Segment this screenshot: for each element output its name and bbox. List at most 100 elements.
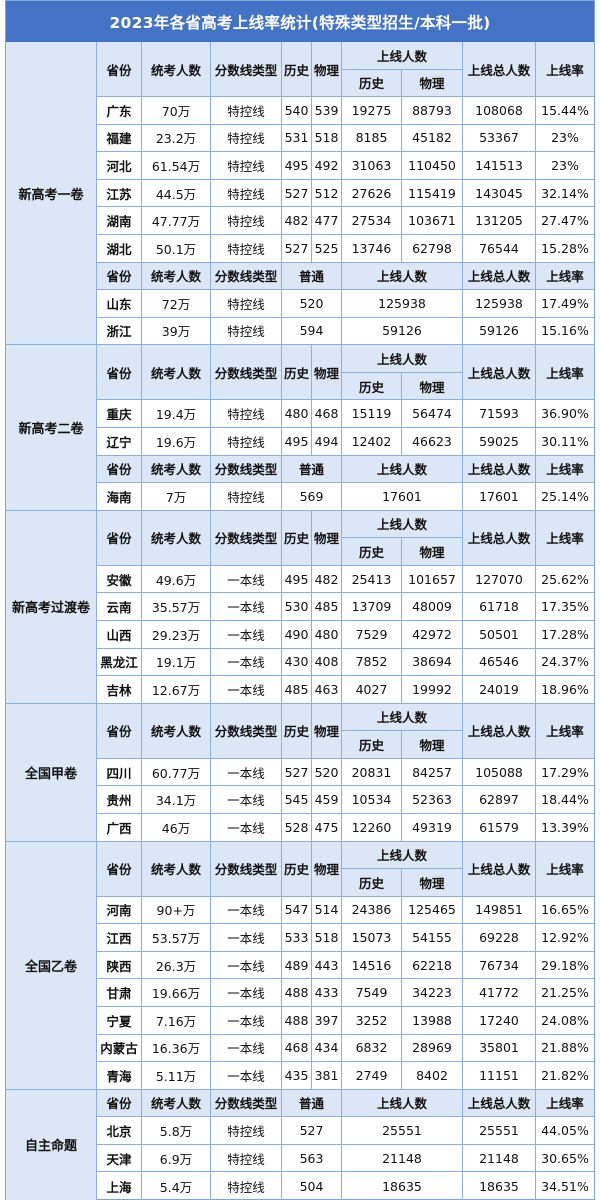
header-rate: 上线率 (536, 455, 594, 484)
province-name: 山东 (97, 290, 142, 318)
group-label: 全国甲卷 (6, 703, 97, 842)
total-online-cell: 125938 (463, 290, 536, 318)
group-label: 全国乙卷 (6, 841, 97, 1090)
total-online-cell: 76544 (463, 235, 536, 263)
rate-cell: 13.39% (536, 814, 594, 842)
examinees-cell: 19.1万 (142, 648, 211, 677)
line-type-cell: 一本线 (211, 565, 282, 594)
header-province: 省份 (97, 262, 142, 291)
history-count-cell: 27534 (342, 207, 402, 235)
province-name: 贵州 (97, 786, 142, 814)
header-examinees: 统考人数 (142, 262, 211, 291)
header-total-online: 上线总人数 (463, 345, 536, 401)
physics-line-cell: 494 (312, 428, 342, 456)
header-examinees: 统考人数 (142, 703, 211, 759)
online-count-cell: 25551 (342, 1117, 463, 1145)
header-history-count: 历史 (342, 372, 402, 401)
header-rate: 上线率 (536, 42, 594, 98)
history-line-cell: 540 (282, 97, 312, 125)
general-line-cell: 563 (282, 1144, 342, 1173)
total-online-cell: 143045 (463, 179, 536, 208)
examinees-cell: 7万 (142, 483, 211, 511)
province-name: 云南 (97, 593, 142, 621)
line-type-cell: 一本线 (211, 1034, 282, 1063)
line-type-cell: 特控线 (211, 1172, 282, 1200)
history-line-cell: 485 (282, 676, 312, 704)
province-name: 河南 (97, 896, 142, 925)
province-name: 上海 (97, 1172, 142, 1200)
line-type-cell: 一本线 (211, 593, 282, 621)
line-type-cell: 一本线 (211, 979, 282, 1007)
province-name: 海南 (97, 483, 142, 511)
examinees-cell: 35.57万 (142, 593, 211, 621)
physics-count-cell: 103671 (402, 207, 463, 235)
history-line-cell: 527 (282, 235, 312, 263)
line-type-cell: 特控线 (211, 400, 282, 428)
header-physics-line: 物理 (312, 841, 342, 897)
physics-count-cell: 125465 (402, 896, 463, 925)
rate-cell: 25.62% (536, 566, 594, 594)
total-online-cell: 105088 (463, 758, 536, 787)
header-examinees: 统考人数 (142, 455, 211, 484)
line-type-cell: 特控线 (211, 235, 282, 263)
total-online-cell: 46546 (463, 648, 536, 677)
line-type-cell: 一本线 (211, 896, 282, 925)
general-line-cell: 569 (282, 483, 342, 511)
province-name: 吉林 (97, 676, 142, 704)
header-line-type: 分数线类型 (211, 42, 282, 98)
rate-cell: 30.65% (536, 1145, 594, 1173)
physics-count-cell: 28969 (402, 1034, 463, 1063)
physics-count-cell: 62218 (402, 951, 463, 980)
rate-cell: 23% (536, 152, 594, 180)
group-label: 新高考过渡卷 (6, 510, 97, 704)
general-line-cell: 527 (282, 1117, 342, 1145)
line-type-cell: 一本线 (211, 676, 282, 704)
header-rate: 上线率 (536, 345, 594, 401)
physics-count-cell: 115419 (402, 179, 463, 208)
rate-cell: 17.29% (536, 759, 594, 787)
history-line-cell: 488 (282, 979, 312, 1007)
history-line-cell: 547 (282, 896, 312, 925)
online-count-cell: 17601 (342, 483, 463, 511)
physics-line-cell: 468 (312, 400, 342, 428)
physics-count-cell: 38694 (402, 648, 463, 677)
rate-cell: 18.44% (536, 786, 594, 814)
physics-line-cell: 475 (312, 814, 342, 842)
physics-line-cell: 459 (312, 786, 342, 814)
header-physics-line: 物理 (312, 703, 342, 759)
table-title: 2023年各省高考上线率统计(特殊类型招生/本科一批) (6, 1, 594, 42)
line-type-cell: 一本线 (211, 786, 282, 814)
physics-line-cell: 525 (312, 235, 342, 263)
province-name: 江苏 (97, 179, 142, 208)
province-name: 湖北 (97, 235, 142, 263)
header-line-type: 分数线类型 (211, 510, 282, 566)
header-history-line: 历史 (282, 42, 312, 98)
history-count-cell: 27626 (342, 179, 402, 208)
physics-line-cell: 482 (312, 565, 342, 594)
header-total-online: 上线总人数 (463, 262, 536, 291)
rate-cell: 36.90% (536, 400, 594, 428)
physics-line-cell: 433 (312, 979, 342, 1007)
header-line-type: 分数线类型 (211, 703, 282, 759)
history-count-cell: 13746 (342, 235, 402, 263)
history-count-cell: 6832 (342, 1034, 402, 1063)
physics-line-cell: 434 (312, 1034, 342, 1063)
history-line-cell: 468 (282, 1034, 312, 1063)
history-line-cell: 530 (282, 593, 312, 621)
line-type-cell: 一本线 (211, 1062, 282, 1090)
header-physics-line: 物理 (312, 42, 342, 98)
history-count-cell: 10534 (342, 786, 402, 814)
examinees-cell: 46万 (142, 814, 211, 842)
line-type-cell: 特控线 (211, 317, 282, 346)
physics-count-cell: 56474 (402, 400, 463, 428)
header-general-line: 普通 (282, 1089, 342, 1118)
rate-cell: 15.16% (536, 318, 594, 346)
province-name: 重庆 (97, 400, 142, 428)
examinees-cell: 50.1万 (142, 235, 211, 263)
header-online-count: 上线人数 (342, 703, 463, 732)
online-count-cell: 18635 (342, 1172, 463, 1200)
header-rate: 上线率 (536, 841, 594, 897)
header-rate: 上线率 (536, 262, 594, 291)
history-line-cell: 527 (282, 179, 312, 208)
total-online-cell: 108068 (463, 97, 536, 125)
